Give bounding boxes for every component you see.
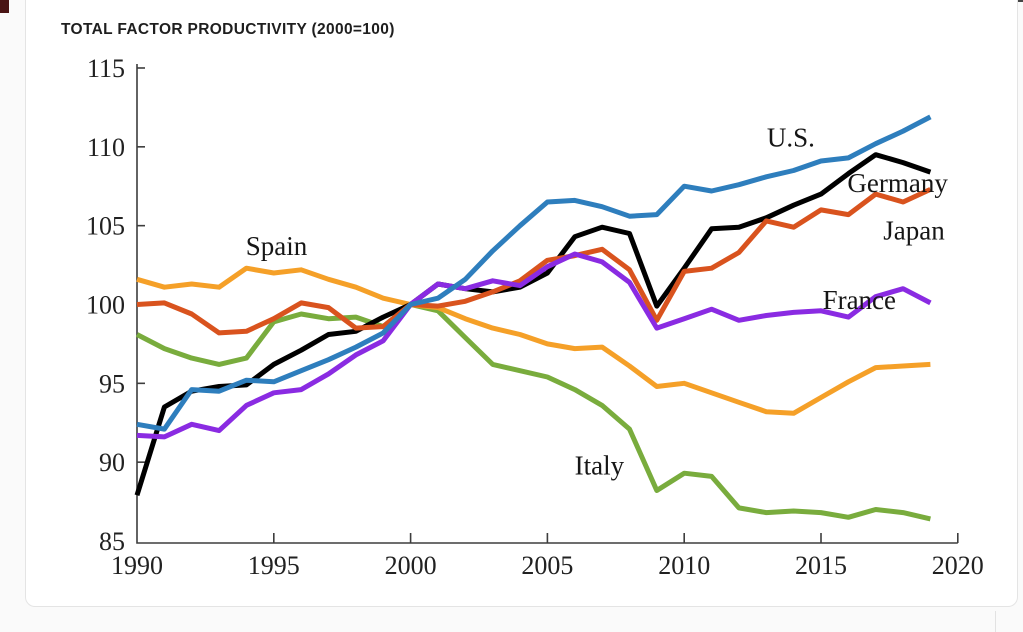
y-tick-label: 115 xyxy=(87,54,125,83)
line-japan xyxy=(136,187,932,336)
line-france xyxy=(136,251,932,440)
chart-title: TOTAL FACTOR PRODUCTIVITY (2000=100) xyxy=(61,21,395,38)
chart-canvas: 1990 1995 2000 2005 2010 2015 2020 85 90 95 100 105… xyxy=(86,54,984,580)
y-tick-label: 100 xyxy=(86,290,125,319)
y-tick-label: 105 xyxy=(86,212,125,241)
chart-card: TOTAL FACTOR PRODUCTIVITY (2000=100) 199… xyxy=(25,0,1018,607)
series-label-italy: Italy xyxy=(575,450,625,480)
line-germany xyxy=(134,152,932,497)
y-tick-label: 110 xyxy=(87,133,125,162)
x-tick-label: 2020 xyxy=(932,551,984,580)
y-tick-label: 90 xyxy=(99,448,125,477)
series-label-france: France xyxy=(823,285,896,315)
x-tick-label: 1995 xyxy=(248,551,300,580)
x-tick-label: 2010 xyxy=(658,551,710,580)
line-u-s xyxy=(136,114,932,432)
series-label-u-s: U.S. xyxy=(767,122,815,152)
y-tick-label: 85 xyxy=(99,527,125,556)
x-tick-label: 2000 xyxy=(385,551,437,580)
series-label-japan: Japan xyxy=(883,215,945,245)
series-label-spain: Spain xyxy=(246,231,308,261)
line-spain xyxy=(136,265,931,416)
page-edge-line xyxy=(995,611,996,632)
corner-artifact xyxy=(0,0,9,13)
series-label-germany: Germany xyxy=(847,168,948,198)
x-tick-label: 2015 xyxy=(795,551,847,580)
y-tick-label: 95 xyxy=(99,369,125,398)
x-tick-label: 2005 xyxy=(521,551,573,580)
line-italy xyxy=(135,302,931,522)
x-tick-label: 1990 xyxy=(111,551,163,580)
